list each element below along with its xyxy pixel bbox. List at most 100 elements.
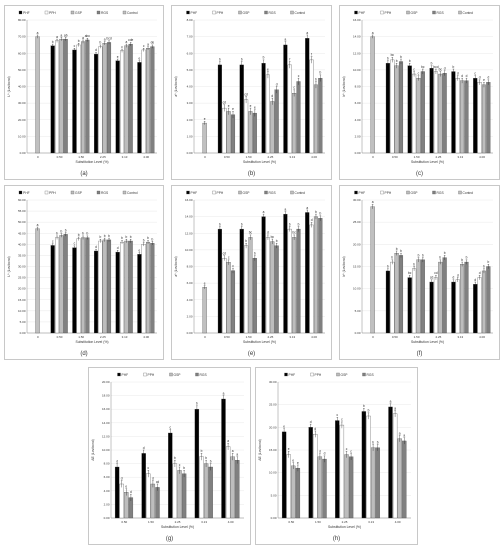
significance-letter: b bbox=[219, 57, 221, 61]
y-tick-label: 25.00 bbox=[353, 220, 361, 224]
legend-swatch-phf bbox=[18, 190, 23, 195]
significance-letter: b bbox=[125, 235, 127, 239]
y-tick-label: 16.00 bbox=[353, 18, 361, 22]
x-tick-label: 2.25 bbox=[267, 335, 273, 339]
y-tick-label: 12.00 bbox=[185, 231, 193, 235]
x-axis-title: Substitution Level (%) bbox=[76, 340, 109, 344]
x-axis-title: Substitution Level (%) bbox=[76, 160, 109, 164]
y-tick-label: 50.00 bbox=[18, 220, 26, 224]
x-axis-title: Substitution Level (%) bbox=[243, 160, 276, 164]
y-tick-label: 40.00 bbox=[18, 242, 26, 246]
bar-pph bbox=[76, 238, 81, 334]
legend: PHF PPH GSP RGS Control bbox=[354, 190, 473, 195]
x-tick-label: 0.50 bbox=[392, 155, 398, 159]
bar-rgs bbox=[274, 245, 279, 334]
y-tick-label: 8.00 bbox=[104, 462, 110, 466]
x-axis-title: Substitution Level (%) bbox=[161, 525, 194, 529]
y-tick-label: 2.00 bbox=[355, 134, 361, 138]
bar-phf bbox=[115, 60, 120, 154]
bar-phf bbox=[385, 63, 390, 154]
y-tick-label: 80.00 bbox=[18, 18, 26, 22]
bar-rgs bbox=[252, 258, 257, 334]
significance-letter: d bbox=[271, 94, 273, 98]
significance-letter: b bbox=[245, 239, 247, 243]
bar-gsp bbox=[102, 239, 107, 334]
significance-letter: bc bbox=[249, 231, 253, 235]
x-tick-label: 4.00 bbox=[395, 520, 401, 524]
bar-phf bbox=[388, 406, 393, 519]
bar-gsp bbox=[313, 216, 318, 334]
significance-letter: b bbox=[483, 265, 485, 269]
y-tick-label: 1.00 bbox=[187, 134, 193, 138]
panel-h: PHF PPH GSP RGS 0.00 5.00 10.00 15.00 20.00 25.00… bbox=[255, 367, 418, 545]
legend-swatch-pph bbox=[380, 190, 384, 195]
significance-letter: b bbox=[201, 449, 203, 453]
bar-pph bbox=[120, 241, 125, 334]
legend-label-rgs: RGS bbox=[101, 191, 109, 195]
significance-letter: b bbox=[372, 440, 374, 444]
y-tick-label: 10.00 bbox=[18, 134, 26, 138]
y-tick-label: 0.00 bbox=[355, 151, 361, 155]
significance-letter: b bbox=[319, 212, 321, 216]
legend-label-gsp: GSP bbox=[243, 11, 251, 15]
legend-label-gsp: GSP bbox=[174, 373, 182, 377]
bar-rgs bbox=[230, 114, 236, 154]
bar-pph bbox=[146, 473, 151, 519]
bar-control bbox=[202, 287, 207, 334]
bar-pph bbox=[390, 261, 395, 334]
bar-control bbox=[202, 122, 207, 154]
bar-gsp bbox=[292, 93, 297, 154]
bar-pph bbox=[265, 237, 270, 334]
bar-phf bbox=[141, 453, 146, 519]
significance-letter: a bbox=[390, 400, 392, 404]
significance-letter: b bbox=[466, 256, 468, 260]
bar-gsp bbox=[481, 84, 486, 154]
significance-letter: b bbox=[387, 265, 389, 269]
bar-rgs bbox=[486, 82, 491, 154]
significance-letter: c bbox=[143, 44, 145, 48]
legend: PHF PPH GSP RGS Control bbox=[186, 190, 305, 195]
significance-letter: b bbox=[52, 40, 54, 44]
y-tick-label: 20.00 bbox=[269, 425, 277, 429]
y-tick-label: 14.00 bbox=[185, 215, 193, 219]
bar-gsp bbox=[226, 262, 231, 334]
significance-letter: b bbox=[56, 232, 58, 236]
legend-label-pph: PPH bbox=[385, 11, 392, 15]
bar-rgs bbox=[464, 261, 469, 334]
x-axis-title: Substitution Level (%) bbox=[411, 160, 444, 164]
significance-letter: c bbox=[74, 44, 76, 48]
significance-letter: b bbox=[487, 260, 489, 264]
y-tick-label: 14.00 bbox=[102, 421, 110, 425]
y-tick-label: 0.00 bbox=[355, 331, 361, 335]
significance-letter: c bbox=[341, 418, 343, 422]
significance-letter: c bbox=[170, 425, 172, 429]
significance-letter: b bbox=[183, 466, 185, 470]
legend-swatch-pph bbox=[44, 10, 49, 15]
bar-phf bbox=[261, 216, 266, 334]
significance-letter: c bbox=[337, 413, 339, 417]
y-tick-label: 20.00 bbox=[353, 242, 361, 246]
bar-gsp bbox=[81, 41, 86, 154]
significance-letter: c bbox=[293, 86, 295, 90]
bar-control bbox=[370, 36, 375, 154]
bar-gsp bbox=[292, 237, 297, 334]
x-tick-label: 0.50 bbox=[288, 520, 294, 524]
legend-swatch-rgs bbox=[195, 372, 199, 377]
x-tick-label: 0.50 bbox=[224, 155, 230, 159]
panel-caption: (e) bbox=[248, 351, 255, 357]
y-tick-label: 0.00 bbox=[187, 331, 193, 335]
bar-gsp bbox=[270, 241, 275, 334]
legend-swatch-gsp bbox=[169, 372, 173, 377]
bar-rgs bbox=[296, 228, 301, 334]
y-axis-label: ΔE (Lovibond) bbox=[258, 439, 262, 461]
legend-swatch-gsp bbox=[238, 10, 242, 15]
legend-label-pph: PPH bbox=[315, 373, 322, 377]
panel-caption: (b) bbox=[248, 171, 255, 177]
y-tick-label: 2.00 bbox=[187, 314, 193, 318]
significance-letter: c bbox=[179, 463, 181, 467]
bar-rgs bbox=[274, 89, 279, 154]
bar-phf bbox=[239, 64, 244, 154]
bar-rgs bbox=[63, 234, 68, 334]
bar-phf bbox=[429, 281, 434, 334]
significance-letter: a bbox=[372, 31, 374, 35]
